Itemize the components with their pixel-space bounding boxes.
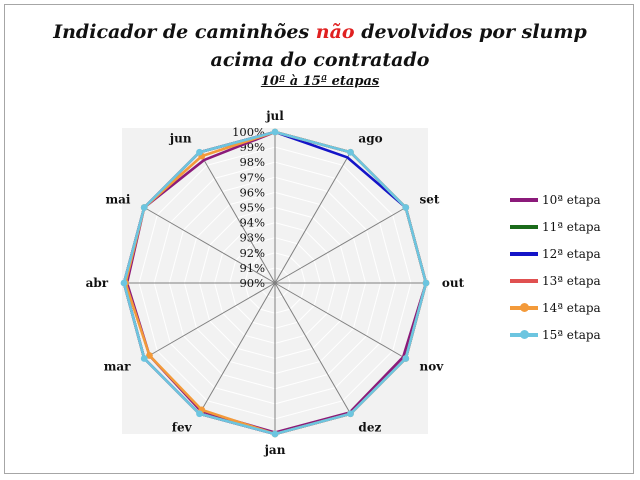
radial-tick-label: 100% xyxy=(232,125,265,139)
legend-item: 12ª etapa xyxy=(510,240,620,267)
series-point xyxy=(140,204,148,211)
legend-item: 13ª etapa xyxy=(510,267,620,294)
legend-swatch xyxy=(510,224,538,229)
category-label: abr xyxy=(86,276,109,290)
series-point xyxy=(402,355,410,362)
legend-item: 10ª etapa xyxy=(510,186,620,213)
category-label: dez xyxy=(358,421,381,435)
series-point xyxy=(271,430,279,438)
series-point xyxy=(196,410,203,418)
legend-label: 14ª etapa xyxy=(542,300,601,315)
axis-spoke xyxy=(143,207,276,284)
axis-spoke xyxy=(274,282,351,415)
chart-legend: 10ª etapa 11ª etapa 12ª etapa 13ª etapa 14ª … xyxy=(510,186,620,348)
category-label: jun xyxy=(169,131,192,145)
category-label: nov xyxy=(420,359,445,373)
legend-swatch xyxy=(510,197,538,202)
series-point xyxy=(402,204,410,211)
series-point xyxy=(140,355,148,362)
legend-swatch xyxy=(510,302,538,312)
legend-label: 12ª etapa xyxy=(542,246,601,261)
series-point xyxy=(422,279,430,287)
series-point xyxy=(196,148,203,156)
category-label: ago xyxy=(358,131,382,145)
legend-marker xyxy=(520,329,529,339)
legend-swatch xyxy=(510,329,538,339)
legend-label: 15ª etapa xyxy=(542,327,601,342)
radial-tick-label: 92% xyxy=(239,246,265,260)
radial-tick-label: 91% xyxy=(239,261,265,275)
category-label: set xyxy=(420,193,440,207)
series-point xyxy=(146,352,153,359)
axis-spoke xyxy=(143,282,276,359)
radial-tick-label: 90% xyxy=(239,276,265,290)
series-point xyxy=(347,148,354,156)
series-point xyxy=(120,279,128,287)
axis-spoke xyxy=(199,282,276,415)
series-point xyxy=(347,410,354,418)
category-label: mai xyxy=(105,193,130,207)
title-highlight: não xyxy=(315,21,355,43)
legend-item: 11ª etapa xyxy=(510,213,620,240)
legend-swatch xyxy=(510,278,538,283)
title-text-end: devolvidos por slump xyxy=(354,21,587,43)
category-label: fev xyxy=(172,421,193,435)
chart-subtitle: 10ª à 15ª etapas xyxy=(260,74,380,89)
radial-tick-label: 96% xyxy=(239,185,265,199)
title-text-start: Indicador de caminhões xyxy=(53,21,316,43)
radial-tick-label: 98% xyxy=(239,155,265,169)
legend-item: 14ª etapa xyxy=(510,294,620,321)
legend-marker xyxy=(520,302,529,312)
title-line-2: acima do contratado xyxy=(210,49,430,71)
category-label: out xyxy=(442,276,465,290)
legend-item: 15ª etapa xyxy=(510,321,620,348)
chart-title: Indicador de caminhões não devolvidos po… xyxy=(0,18,640,74)
legend-label: 13ª etapa xyxy=(542,273,601,288)
axis-spoke xyxy=(274,207,407,284)
radial-tick-label: 93% xyxy=(239,231,265,245)
radial-tick-label: 97% xyxy=(239,170,265,184)
radial-tick-label: 94% xyxy=(239,216,265,230)
legend-label: 10ª etapa xyxy=(542,192,601,207)
legend-swatch xyxy=(510,251,538,256)
axis-spoke xyxy=(199,151,276,284)
axis-spoke xyxy=(274,282,407,359)
category-label: jul xyxy=(265,109,284,123)
series-point xyxy=(271,128,279,136)
radial-tick-label: 95% xyxy=(239,201,265,215)
category-label: mar xyxy=(104,359,131,373)
category-label: jan xyxy=(264,443,286,457)
axis-spoke xyxy=(274,151,351,284)
legend-label: 11ª etapa xyxy=(542,219,601,234)
